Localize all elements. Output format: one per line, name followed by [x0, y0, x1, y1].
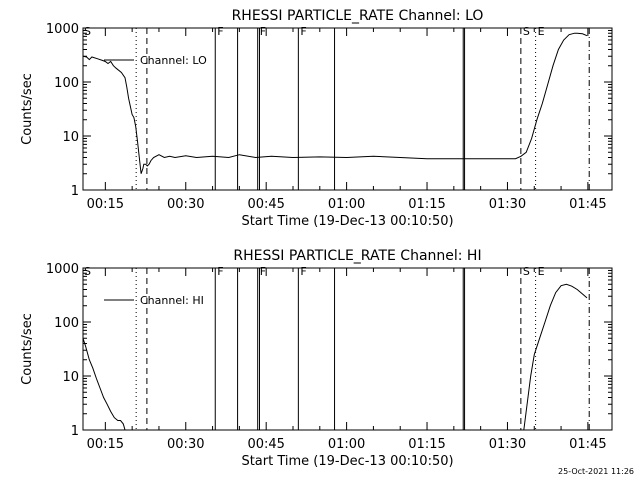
chart-title: RHESSI PARTICLE_RATE Channel: LO — [232, 8, 484, 24]
y-tick-label: 10 — [62, 370, 79, 385]
x-tick-label: 00:30 — [167, 197, 204, 212]
event-marker-label: E — [538, 265, 545, 278]
x-tick-label: 01:30 — [489, 197, 526, 212]
x-tick-label: 01:45 — [569, 437, 606, 452]
x-tick-label: 01:30 — [489, 437, 526, 452]
x-tick-label: 01:45 — [569, 197, 606, 212]
legend-label: Channel: HI — [140, 294, 204, 307]
x-tick-label: 00:45 — [247, 437, 284, 452]
y-axis-label: Counts/sec — [20, 73, 35, 145]
x-tick-label: 01:00 — [328, 437, 365, 452]
event-marker-label: F — [217, 265, 223, 278]
footer-timestamp: 25-Oct-2021 11:26 — [558, 467, 634, 476]
x-axis-label: Start Time (19-Dec-13 00:10:50) — [241, 214, 453, 229]
data-series-line — [83, 32, 588, 174]
plot-frame — [82, 267, 613, 431]
chart-title: RHESSI PARTICLE_RATE Channel: HI — [233, 248, 481, 264]
event-marker-label: F — [300, 265, 306, 278]
event-marker-label: S — [84, 265, 91, 278]
event-marker-label: S — [523, 265, 530, 278]
event-marker-label: F — [217, 25, 223, 38]
y-tick-label: 1000 — [46, 262, 79, 277]
event-marker-label: E — [538, 25, 545, 38]
legend-label: Channel: LO — [140, 54, 207, 67]
chart-panel-1: RHESSI PARTICLE_RATE Channel: LO Counts/s… — [20, 8, 613, 229]
y-tick-label: 1000 — [46, 22, 79, 37]
x-tick-label: 00:45 — [247, 197, 284, 212]
plot-frame — [82, 27, 613, 191]
y-tick-label: 1 — [71, 184, 79, 199]
x-tick-label: 01:15 — [408, 197, 445, 212]
x-tick-label: 01:00 — [328, 197, 365, 212]
y-axis-label: Counts/sec — [20, 313, 35, 385]
x-tick-label: 00:30 — [167, 437, 204, 452]
x-tick-label: 00:15 — [87, 197, 124, 212]
data-series-line — [83, 283, 588, 430]
y-tick-label: 100 — [54, 316, 79, 331]
event-marker-label: S — [84, 25, 91, 38]
y-tick-label: 1 — [71, 424, 79, 439]
event-marker-label: F — [300, 25, 306, 38]
x-tick-label: 01:15 — [408, 437, 445, 452]
chart-panel-2: RHESSI PARTICLE_RATE Channel: HI Counts/s… — [20, 248, 613, 469]
x-tick-label: 00:15 — [87, 437, 124, 452]
event-marker-label: F — [260, 265, 266, 278]
event-marker-label: F — [260, 25, 266, 38]
y-tick-label: 100 — [54, 76, 79, 91]
x-axis-label: Start Time (19-Dec-13 00:10:50) — [241, 454, 453, 469]
event-marker-label: S — [523, 25, 530, 38]
y-tick-label: 10 — [62, 130, 79, 145]
